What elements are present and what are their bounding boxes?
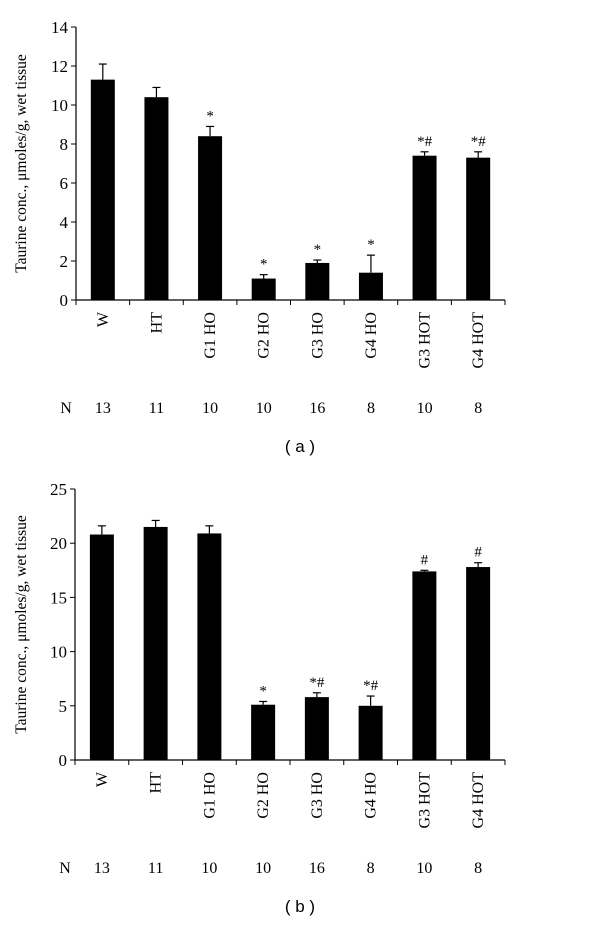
n-value: 8 bbox=[474, 860, 482, 877]
bar-ht bbox=[143, 526, 168, 760]
x-tick-label: G1 HO bbox=[202, 312, 219, 359]
n-value: 10 bbox=[256, 400, 272, 417]
y-tick-label: 8 bbox=[60, 135, 69, 154]
significance-mark: *# bbox=[363, 678, 379, 694]
y-tick-label: 10 bbox=[50, 643, 67, 662]
significance-mark: # bbox=[421, 552, 429, 568]
x-tick-label: G3 HOT bbox=[416, 772, 433, 829]
n-value: 11 bbox=[148, 860, 163, 877]
significance-mark: *# bbox=[309, 675, 325, 691]
n-value: 10 bbox=[417, 400, 433, 417]
y-tick-label: 20 bbox=[50, 534, 67, 553]
n-value: 10 bbox=[255, 860, 271, 877]
n-value: 8 bbox=[474, 400, 482, 417]
x-tick-label: G4 HO bbox=[363, 772, 380, 819]
n-value: 10 bbox=[201, 860, 217, 877]
n-value: 16 bbox=[309, 860, 325, 877]
x-tick-label: G1 HO bbox=[201, 772, 218, 819]
x-tick-label: G4 HO bbox=[363, 312, 380, 359]
y-tick-label: 0 bbox=[59, 751, 68, 770]
y-tick-label: 5 bbox=[59, 697, 68, 716]
x-tick-label: G2 HO bbox=[256, 312, 273, 359]
n-value: 10 bbox=[202, 400, 218, 417]
y-tick-label: 10 bbox=[51, 96, 68, 115]
y-tick-label: 6 bbox=[60, 174, 69, 193]
n-value: 8 bbox=[367, 400, 375, 417]
n-value: 8 bbox=[367, 860, 375, 877]
significance-mark: # bbox=[474, 545, 482, 561]
x-tick-label: G2 HO bbox=[255, 772, 272, 819]
significance-mark: *# bbox=[471, 134, 487, 150]
significance-mark: * bbox=[260, 257, 268, 273]
bar-g4-hot bbox=[466, 157, 491, 300]
bar-g1-ho bbox=[198, 136, 223, 300]
panel-caption: ( a ) bbox=[285, 437, 315, 456]
bar-g2-ho bbox=[251, 704, 276, 760]
n-label: N bbox=[60, 400, 72, 417]
bar-g3-ho bbox=[305, 262, 330, 300]
y-tick-label: 14 bbox=[51, 18, 69, 37]
panel-caption: ( b ) bbox=[285, 897, 315, 916]
y-tick-label: 2 bbox=[60, 252, 69, 271]
x-tick-label: G3 HOT bbox=[417, 312, 434, 369]
significance-mark: * bbox=[206, 108, 214, 124]
bar-g3-hot bbox=[412, 571, 437, 760]
y-tick-label: 15 bbox=[50, 588, 67, 607]
bar-ht bbox=[144, 97, 169, 300]
significance-mark: * bbox=[314, 242, 322, 258]
chart-panel-b: 0 5 10 15 20 25 Taurine conc., μmoles/g, wet t… bbox=[13, 480, 506, 916]
x-tick-label: G4 HOT bbox=[470, 772, 487, 829]
y-axis-label: Taurine conc., μmoles/g, wet tissue bbox=[13, 54, 30, 273]
n-value: 13 bbox=[95, 400, 111, 417]
bar-g2-ho bbox=[251, 278, 276, 300]
y-tick-label: 0 bbox=[60, 291, 69, 310]
bar-g1-ho bbox=[197, 533, 222, 760]
n-value: 16 bbox=[309, 400, 325, 417]
x-tick-label: HT bbox=[148, 772, 165, 794]
bar-g3-hot bbox=[412, 155, 437, 300]
x-tick-label: HT bbox=[148, 312, 165, 334]
n-label: N bbox=[59, 860, 71, 877]
y-tick-label: 12 bbox=[51, 57, 68, 76]
y-tick-label: 4 bbox=[60, 213, 69, 232]
n-value: 13 bbox=[94, 860, 110, 877]
bar-w bbox=[90, 79, 115, 301]
bar-g3-ho bbox=[304, 697, 329, 760]
y-axis-label: Taurine conc., μmoles/g, wet tissue bbox=[13, 515, 30, 734]
y-tick-label: 25 bbox=[50, 480, 67, 499]
x-tick-label: W bbox=[94, 771, 111, 787]
bar-g4-ho bbox=[358, 272, 383, 300]
n-value: 11 bbox=[149, 400, 164, 417]
x-tick-label: G3 HO bbox=[309, 772, 326, 819]
n-value: 10 bbox=[416, 860, 432, 877]
significance-mark: *# bbox=[417, 134, 433, 150]
significance-mark: * bbox=[259, 683, 267, 699]
bar-w bbox=[89, 534, 114, 760]
x-tick-label: G4 HOT bbox=[470, 312, 487, 369]
significance-mark: * bbox=[367, 237, 375, 253]
bar-g4-hot bbox=[466, 567, 491, 760]
x-tick-label: W bbox=[95, 311, 112, 327]
x-tick-label: G3 HO bbox=[309, 312, 326, 359]
bar-g4-ho bbox=[358, 705, 383, 760]
chart-panel-a: 0 2 4 6 8 10 12 14 Taurine conc., μmoles/g, wet … bbox=[13, 18, 506, 456]
